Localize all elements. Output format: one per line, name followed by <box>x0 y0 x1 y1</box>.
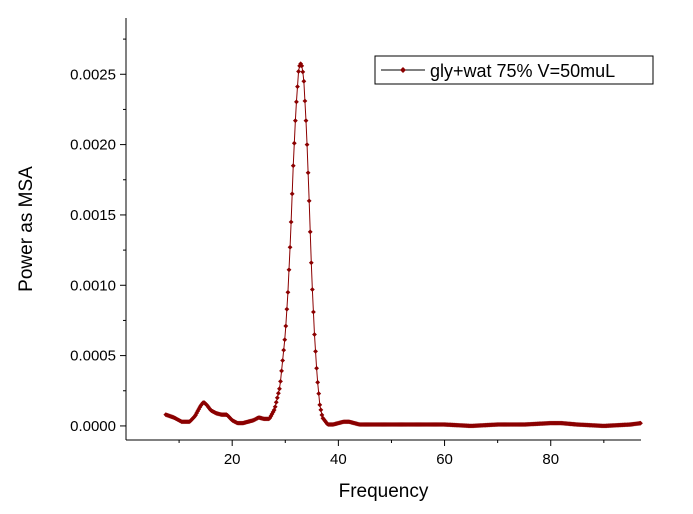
legend-label: gly+wat 75% V=50muL <box>430 61 615 81</box>
data-point <box>304 142 310 147</box>
data-point <box>277 386 282 392</box>
y-tick-label: 0.0025 <box>70 66 116 83</box>
data-point <box>303 118 309 124</box>
data-point <box>314 365 320 371</box>
data-point <box>315 379 321 385</box>
legend: gly+wat 75% V=50muL <box>374 55 654 85</box>
y-axis-title: Power as MSA <box>16 166 37 292</box>
data-point <box>317 402 323 408</box>
data-point <box>313 348 318 354</box>
axes <box>125 18 641 441</box>
data-point <box>286 267 292 273</box>
y-tick-label: 0.0005 <box>70 348 116 365</box>
data-point <box>282 337 288 343</box>
data-point <box>288 219 294 225</box>
data-point <box>290 163 296 169</box>
x-tick-label: 60 <box>436 451 453 468</box>
data-point <box>638 420 643 426</box>
data-point <box>199 401 205 407</box>
data-point <box>296 69 301 74</box>
data-point <box>299 63 305 69</box>
x-axis-title: Frequency <box>339 481 429 502</box>
data-point <box>305 170 311 176</box>
data-point <box>306 198 312 204</box>
data-point <box>312 332 317 337</box>
x-ticks: 20 40 60 80 <box>178 440 605 468</box>
y-tick-label: 0.0010 <box>70 277 116 294</box>
data-point <box>195 408 201 414</box>
data-point <box>281 347 287 353</box>
data-point <box>321 417 327 423</box>
data-point <box>308 260 314 266</box>
data-point <box>300 69 306 75</box>
legend-marker <box>400 67 406 73</box>
data-point <box>285 289 291 295</box>
data-point <box>268 413 274 419</box>
y-tick-label: 0.0000 <box>70 418 116 435</box>
data-point <box>272 404 278 410</box>
data-point <box>275 390 281 396</box>
data-point <box>280 358 286 363</box>
data-point <box>274 395 280 401</box>
data-point <box>311 309 316 315</box>
y-ticks: 0.0000 0.0005 0.0010 0.0015 0.0020 0.0025 <box>70 38 126 435</box>
data-point <box>301 78 307 84</box>
data-point <box>292 118 298 124</box>
data-point <box>287 244 293 250</box>
x-tick-label: 40 <box>330 451 347 468</box>
data-point <box>279 368 284 374</box>
data-point <box>291 140 297 146</box>
data-point <box>316 391 322 396</box>
series-line <box>165 62 641 427</box>
y-tick-label: 0.0015 <box>70 207 116 224</box>
data-point <box>294 99 299 105</box>
series-layer <box>163 61 643 429</box>
data-point <box>309 287 315 292</box>
data-point <box>197 404 203 410</box>
data-point <box>283 323 289 329</box>
data-point <box>273 399 279 405</box>
data-point <box>289 191 295 197</box>
x-tick-label: 80 <box>542 451 559 468</box>
data-point <box>278 378 283 384</box>
y-tick-label: 0.0020 <box>70 137 116 154</box>
data-point <box>323 420 329 425</box>
data-point <box>295 84 300 90</box>
data-point <box>302 98 308 104</box>
x-tick-label: 20 <box>224 451 241 468</box>
data-point <box>284 306 290 312</box>
data-point <box>307 229 313 235</box>
data-point <box>318 407 324 413</box>
data-point <box>270 409 276 415</box>
